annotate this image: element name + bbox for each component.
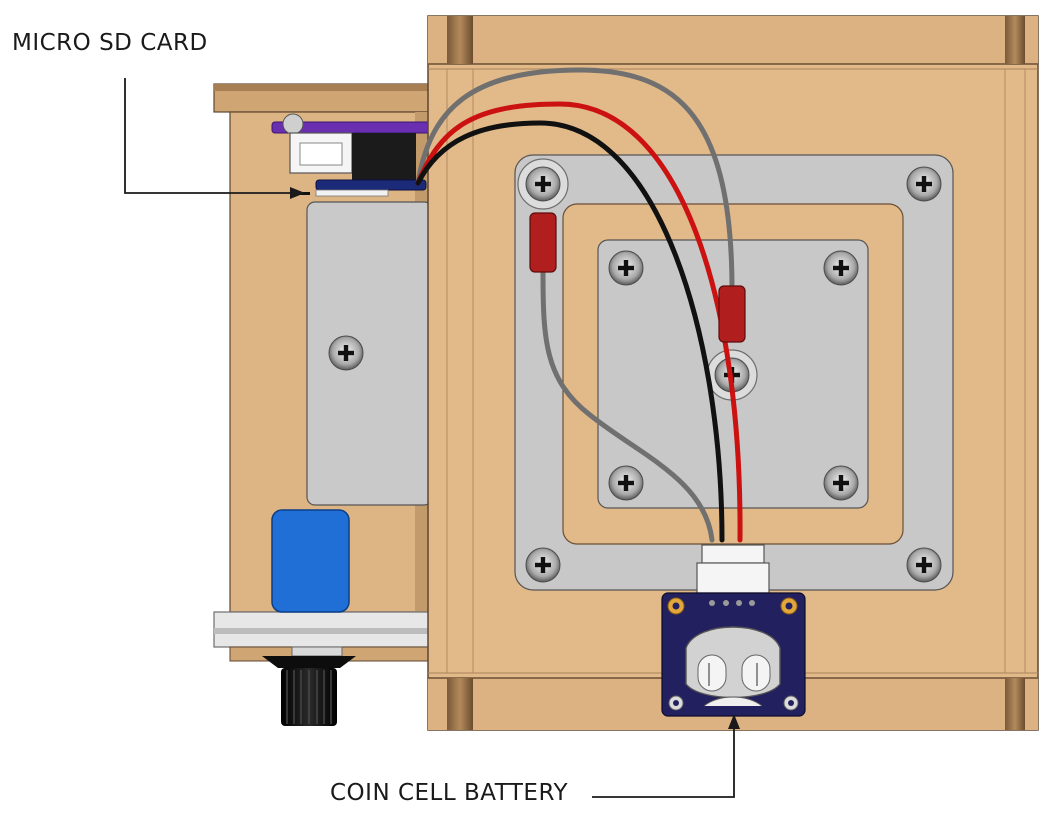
wiring xyxy=(415,67,743,543)
coin-cell-holder xyxy=(685,626,781,707)
coin-cell-battery-label: COIN CELL BATTERY xyxy=(330,780,569,806)
blue-component xyxy=(271,509,350,613)
arrowhead-icon xyxy=(290,187,740,729)
sd-breakout-board xyxy=(271,113,431,197)
micro-sd-card-label: MICRO SD CARD xyxy=(12,30,208,56)
rotary-knob-icon xyxy=(262,646,356,726)
side-mount-plate xyxy=(306,201,433,506)
wire-connector xyxy=(696,544,770,594)
leader-arrow-icon xyxy=(124,78,735,798)
heatshrink-sleeve xyxy=(529,212,746,343)
